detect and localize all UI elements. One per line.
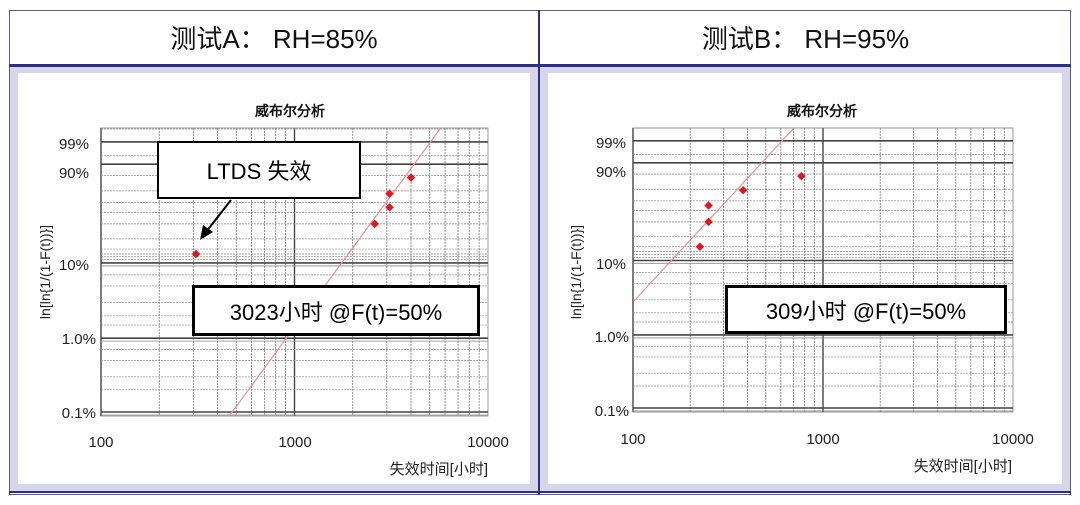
weibull-chart-a: 威布尔分析 99% 90% 10% 1.0% 0.1% 100 1000 100… xyxy=(37,103,509,478)
chart-b-xtick-100: 100 xyxy=(620,431,645,448)
chart-a-title: 威布尔分析 xyxy=(255,103,325,119)
chart-b-ytick-99: 99% xyxy=(596,135,626,152)
chart-a-xtick-10000: 10000 xyxy=(467,434,509,451)
data-point xyxy=(385,203,394,212)
ltds-arrowhead-icon xyxy=(200,225,213,240)
header-test-b: 测试B： RH=95% xyxy=(701,24,910,54)
chart-b-ytick-90: 90% xyxy=(596,164,626,181)
chart-a-xtick-1000: 1000 xyxy=(278,434,311,451)
chart-b-data-points xyxy=(695,171,806,252)
chart-a-xtick-100: 100 xyxy=(88,434,113,451)
chart-b-fit-line xyxy=(633,128,794,302)
chart-a-xlabel: 失效时间[小时] xyxy=(390,461,488,478)
ltds-arrow xyxy=(205,199,232,233)
panel-divider xyxy=(538,10,540,495)
chart-a-ytick-90: 90% xyxy=(59,165,89,182)
chart-b-result-callout: 309小时 @F(t)=50% xyxy=(725,285,1007,334)
chart-a-ytick-0-1: 0.1% xyxy=(62,405,96,422)
chart-b-xtick-1000: 1000 xyxy=(806,431,839,448)
data-point xyxy=(704,201,713,210)
chart-a-ylabel: ln[ln{1/(1-F(t))}] xyxy=(37,225,53,319)
chart-a-ytick-1: 1.0% xyxy=(62,331,96,348)
data-point xyxy=(695,242,705,252)
chart-a-fit-line xyxy=(229,128,441,416)
header-divider xyxy=(9,64,1071,67)
data-point xyxy=(385,189,394,198)
ltds-failure-callout: LTDS 失效 xyxy=(157,141,361,199)
chart-b-ylabel: ln[ln{1/(1-F(t))}] xyxy=(568,225,584,319)
chart-b-xtick-10000: 10000 xyxy=(992,431,1034,448)
chart-a-result-callout: 3023小时 @F(t)=50% xyxy=(192,285,480,336)
chart-a-ytick-99: 99% xyxy=(59,136,89,153)
chart-b-ytick-0-1: 0.1% xyxy=(595,403,629,420)
header-test-a: 测试A： RH=85% xyxy=(170,24,378,54)
figure-frame xyxy=(9,10,1071,495)
chart-a-ytick-10: 10% xyxy=(59,257,89,274)
chart-a-data-points xyxy=(191,173,416,259)
chart-b-xlabel: 失效时间[小时] xyxy=(914,458,1012,475)
chart-b-ytick-1: 1.0% xyxy=(595,329,629,346)
data-point xyxy=(370,219,380,229)
chart-b-ytick-10: 10% xyxy=(596,256,626,273)
chart-b-grid xyxy=(632,127,1014,413)
data-point xyxy=(406,173,416,182)
data-point xyxy=(704,217,713,227)
chart-b-title: 威布尔分析 xyxy=(787,103,857,119)
data-point xyxy=(191,249,201,259)
bottom-border xyxy=(9,491,1071,493)
data-point xyxy=(738,186,748,195)
